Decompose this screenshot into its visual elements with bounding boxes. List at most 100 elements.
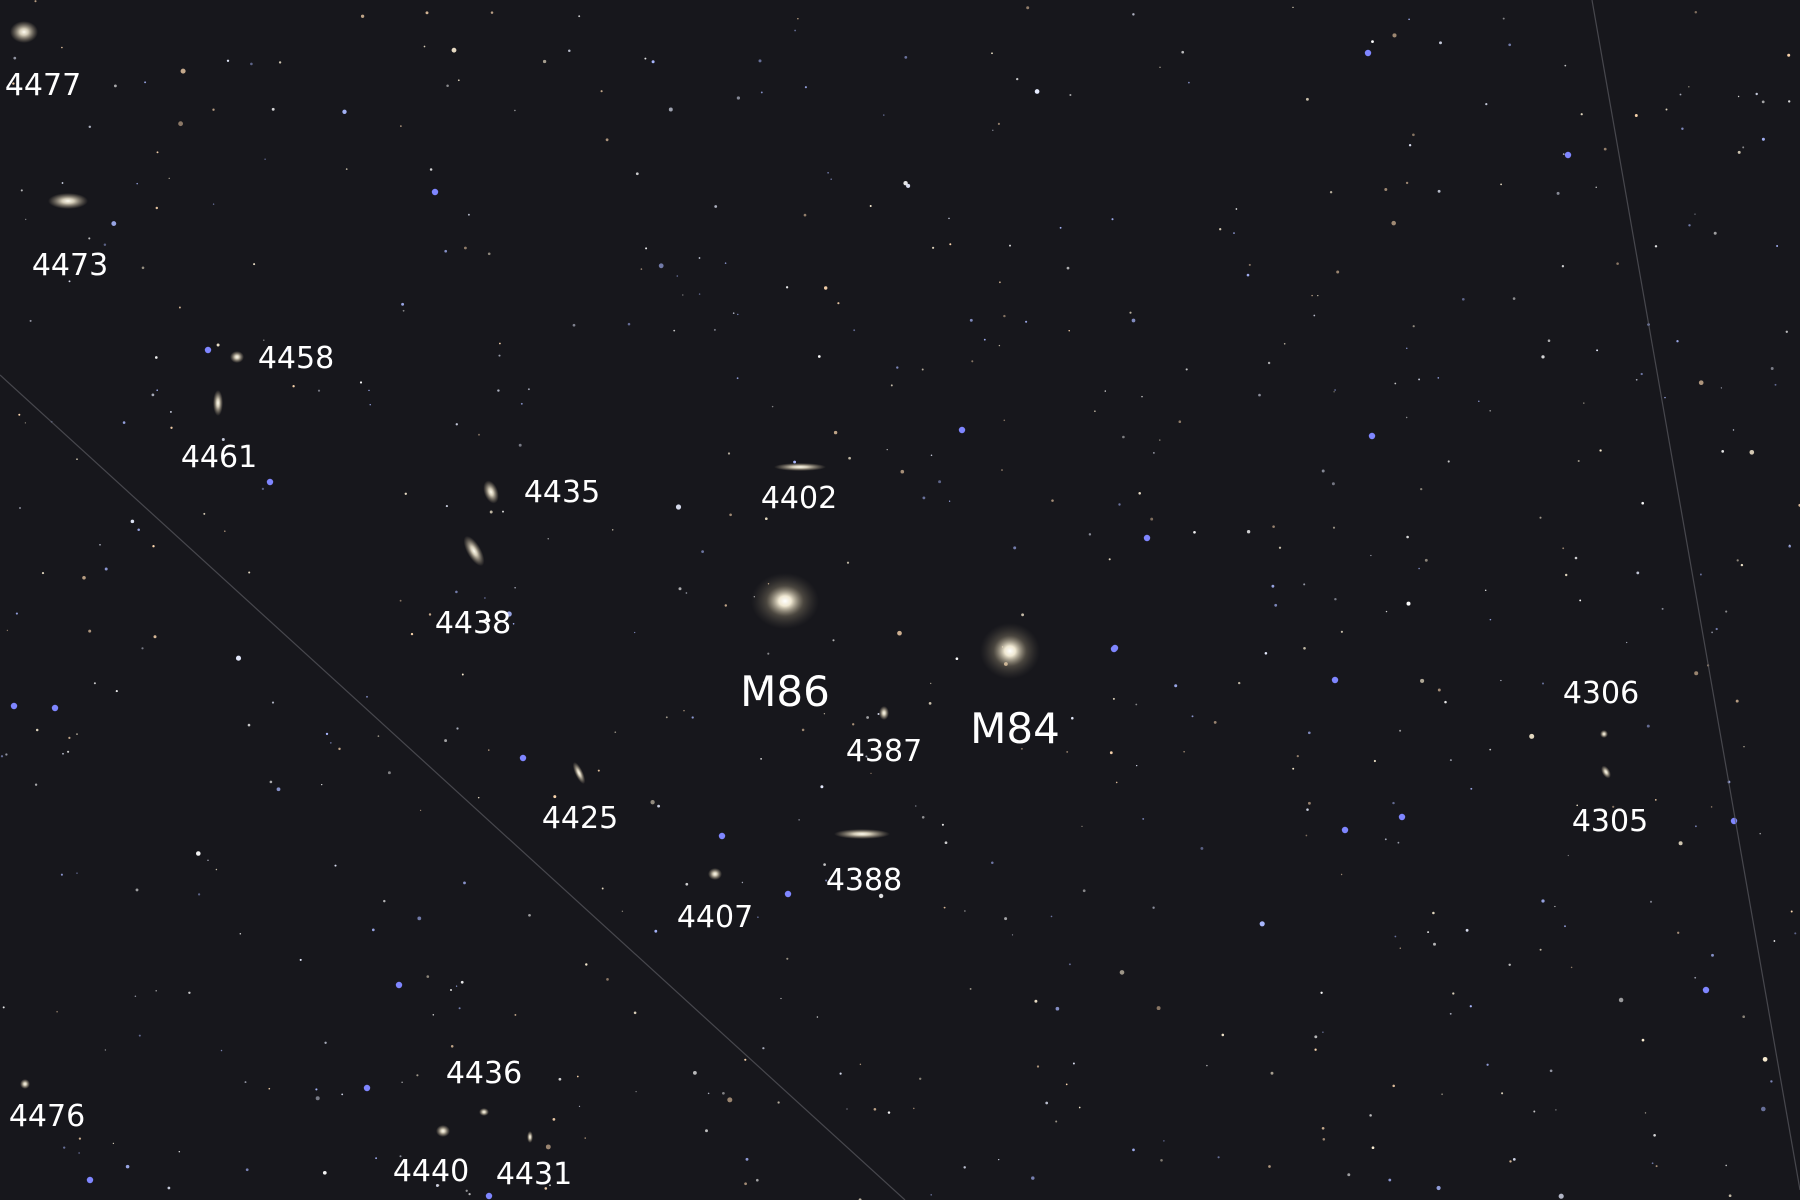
- star: [913, 1107, 915, 1110]
- galaxy-ngc4387: [879, 706, 889, 720]
- star: [1016, 77, 1019, 81]
- star: [88, 237, 91, 240]
- star: [359, 381, 363, 384]
- star: [1576, 804, 1578, 807]
- star: [948, 500, 951, 502]
- star: [1138, 492, 1141, 495]
- star: [1595, 186, 1597, 188]
- star: [1045, 1101, 1049, 1105]
- star: [1711, 953, 1714, 957]
- star: [112, 1142, 115, 1145]
- star: [1185, 368, 1188, 371]
- label-ngc4388: 4388: [825, 863, 903, 898]
- star: [156, 389, 158, 392]
- star: [760, 91, 763, 94]
- star: [1773, 940, 1776, 942]
- star: [1371, 40, 1374, 43]
- star: [1131, 318, 1136, 323]
- star: [698, 257, 701, 259]
- star: [645, 247, 648, 250]
- star: [1577, 459, 1580, 463]
- star: [1489, 409, 1492, 412]
- star: [693, 1071, 697, 1075]
- star: [1406, 347, 1408, 349]
- star: [276, 787, 281, 792]
- star: [1664, 396, 1666, 399]
- star: [1021, 613, 1025, 617]
- star: [1760, 1106, 1766, 1112]
- star: [938, 480, 942, 484]
- star: [544, 1187, 548, 1190]
- star: [668, 107, 673, 112]
- blue-star: [86, 1176, 94, 1184]
- star: [635, 1090, 637, 1093]
- galaxy-ngc4440: [436, 1125, 450, 1137]
- star: [464, 246, 467, 250]
- star: [269, 780, 273, 784]
- label-ngc4477: 4477: [4, 68, 82, 103]
- label-ngc4473: 4473: [31, 248, 109, 283]
- star: [520, 402, 523, 405]
- star: [1159, 439, 1161, 441]
- star: [930, 682, 932, 685]
- star: [1418, 567, 1420, 570]
- star: [1485, 102, 1488, 106]
- star: [1636, 571, 1640, 575]
- star: [572, 323, 576, 327]
- star: [969, 318, 973, 322]
- star: [268, 1087, 271, 1090]
- star: [451, 47, 457, 53]
- star: [432, 1014, 435, 1016]
- star: [528, 913, 531, 917]
- blue-star: [51, 704, 59, 712]
- star: [1221, 1033, 1225, 1037]
- label-ngc4387: 4387: [845, 734, 923, 769]
- star: [1512, 1158, 1516, 1161]
- star: [457, 79, 460, 82]
- star: [1321, 469, 1325, 473]
- star: [1755, 92, 1758, 96]
- star: [1564, 573, 1568, 577]
- star: [1307, 731, 1311, 735]
- star: [780, 997, 782, 1000]
- star: [1418, 378, 1421, 381]
- star: [930, 454, 933, 457]
- star: [803, 213, 807, 217]
- label-m86: M86: [740, 667, 830, 716]
- star: [111, 221, 117, 227]
- star: [1579, 599, 1582, 602]
- star: [62, 752, 64, 755]
- star: [794, 29, 796, 32]
- star: [410, 632, 414, 636]
- star: [1449, 759, 1452, 762]
- star: [798, 819, 800, 821]
- star: [345, 168, 348, 170]
- star: [928, 702, 932, 705]
- star: [144, 81, 147, 84]
- star: [1188, 81, 1190, 84]
- star: [368, 389, 370, 392]
- star: [154, 356, 158, 359]
- star: [1558, 1193, 1564, 1199]
- star: [1561, 265, 1565, 268]
- star: [737, 313, 739, 316]
- star: [488, 749, 490, 751]
- star: [804, 86, 807, 89]
- star: [764, 517, 768, 521]
- star: [99, 543, 101, 546]
- star: [1278, 546, 1282, 549]
- star: [915, 805, 917, 807]
- star: [226, 59, 230, 62]
- star: [922, 496, 926, 500]
- star: [1371, 1146, 1375, 1150]
- star: [755, 1178, 759, 1182]
- star: [152, 545, 155, 548]
- star: [878, 893, 884, 899]
- star: [1465, 928, 1469, 932]
- star: [673, 329, 676, 332]
- star: [614, 731, 617, 734]
- star: [178, 306, 181, 309]
- star: [634, 631, 636, 634]
- galaxy-ngc4431: [527, 1131, 533, 1143]
- star: [416, 1074, 419, 1077]
